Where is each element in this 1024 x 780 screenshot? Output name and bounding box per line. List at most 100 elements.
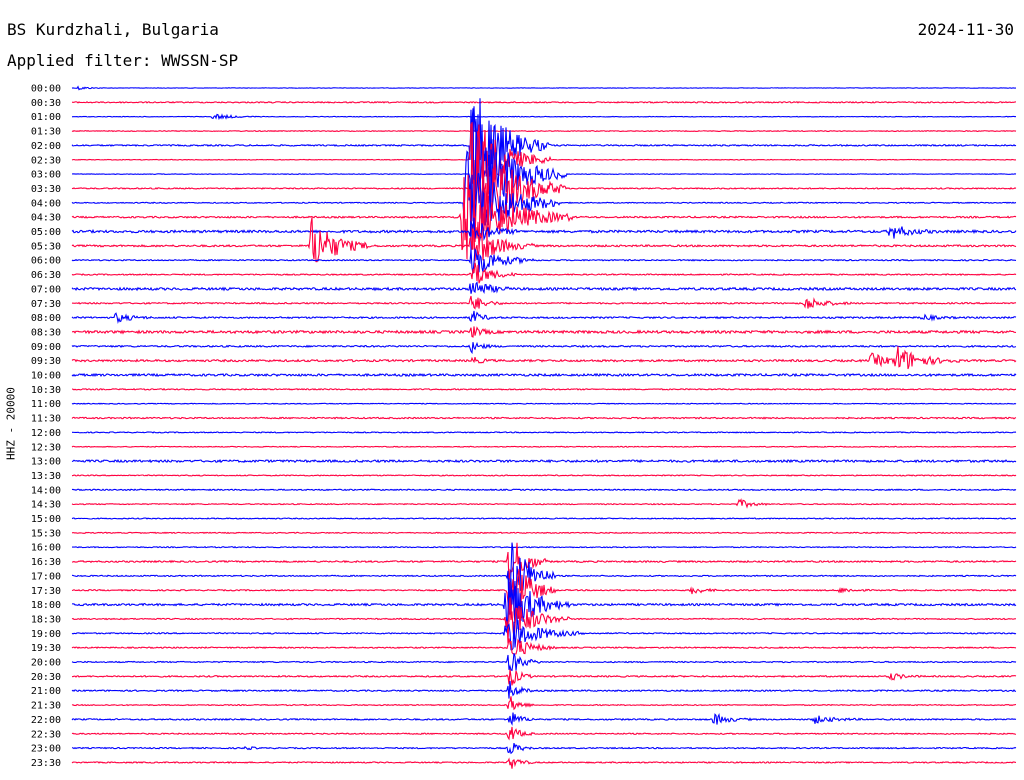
trace-line bbox=[71, 757, 1017, 769]
time-tick-label: 09:00 bbox=[31, 342, 61, 353]
trace-line bbox=[71, 445, 1017, 448]
time-tick-label: 12:00 bbox=[31, 428, 61, 439]
trace-line bbox=[71, 346, 1017, 370]
time-tick-label: 10:00 bbox=[31, 371, 61, 382]
time-tick-label: 15:30 bbox=[31, 528, 61, 539]
trace-line bbox=[71, 620, 1017, 651]
trace-line bbox=[71, 130, 1017, 133]
time-tick-label: 23:30 bbox=[31, 758, 61, 769]
time-tick-label: 22:30 bbox=[31, 729, 61, 740]
trace-line bbox=[71, 416, 1017, 420]
time-tick-label: 15:00 bbox=[31, 514, 61, 525]
trace-line bbox=[71, 696, 1017, 711]
trace-line bbox=[71, 387, 1017, 391]
time-tick-label: 01:00 bbox=[31, 112, 61, 123]
trace-line bbox=[71, 517, 1017, 520]
trace-line bbox=[71, 498, 1017, 509]
time-tick-label: 22:00 bbox=[31, 715, 61, 726]
trace-line bbox=[71, 681, 1017, 699]
trace-line bbox=[71, 341, 1017, 355]
time-tick-label: 04:30 bbox=[31, 213, 61, 224]
time-tick-label: 20:30 bbox=[31, 672, 61, 683]
trace-line bbox=[71, 669, 1017, 686]
time-tick-label: 20:00 bbox=[31, 658, 61, 669]
trace-line bbox=[71, 372, 1017, 378]
trace-line bbox=[71, 712, 1017, 726]
trace-line bbox=[71, 281, 1017, 294]
trace-line bbox=[71, 113, 1017, 121]
trace-line bbox=[71, 531, 1017, 535]
date-label: 2024-11-30 bbox=[917, 20, 1014, 39]
trace-line bbox=[71, 100, 1017, 104]
trace-line bbox=[71, 247, 1017, 274]
time-tick-label: 02:30 bbox=[31, 155, 61, 166]
time-tick-label: 13:00 bbox=[31, 457, 61, 468]
trace-line bbox=[71, 545, 1017, 549]
time-tick-label: 05:00 bbox=[31, 227, 61, 238]
time-tick-label: 18:00 bbox=[31, 600, 61, 611]
time-tick-label: 16:30 bbox=[31, 557, 61, 568]
trace-line bbox=[71, 118, 1017, 204]
trace-line bbox=[71, 108, 1017, 217]
time-tick-label: 17:30 bbox=[31, 586, 61, 597]
time-tick-label: 18:30 bbox=[31, 614, 61, 625]
time-tick-label: 16:00 bbox=[31, 543, 61, 554]
trace-line bbox=[71, 597, 1017, 644]
trace-line bbox=[71, 474, 1017, 477]
time-tick-label: 13:30 bbox=[31, 471, 61, 482]
time-tick-label: 07:30 bbox=[31, 299, 61, 310]
time-tick-label: 04:00 bbox=[31, 198, 61, 209]
trace-line bbox=[71, 488, 1017, 492]
time-tick-label: 06:30 bbox=[31, 270, 61, 281]
trace-line bbox=[71, 122, 1017, 240]
trace-line bbox=[71, 217, 1017, 242]
time-tick-label: 21:00 bbox=[31, 686, 61, 697]
time-tick-label: 00:30 bbox=[31, 98, 61, 109]
time-tick-label: 02:00 bbox=[31, 141, 61, 152]
time-tick-label: 23:00 bbox=[31, 744, 61, 755]
trace-line bbox=[71, 295, 1017, 310]
trace-line bbox=[71, 458, 1017, 464]
trace-line bbox=[71, 431, 1017, 434]
time-tick-label: 14:30 bbox=[31, 500, 61, 511]
trace-line bbox=[71, 568, 1017, 623]
time-tick-label: 09:30 bbox=[31, 356, 61, 367]
time-tick-label: 00:00 bbox=[31, 84, 61, 95]
trace-line bbox=[71, 402, 1017, 405]
time-tick-label: 14:00 bbox=[31, 485, 61, 496]
filter-label: Applied filter: WWSSN-SP bbox=[7, 51, 239, 70]
trace-line bbox=[71, 85, 1017, 91]
time-tick-label: 19:00 bbox=[31, 629, 61, 640]
time-tick-label: 11:00 bbox=[31, 399, 61, 410]
time-tick-label: 03:00 bbox=[31, 170, 61, 181]
trace-line bbox=[71, 150, 1017, 252]
time-tick-label: 03:30 bbox=[31, 184, 61, 195]
time-tick-label: 06:00 bbox=[31, 256, 61, 267]
time-tick-label: 21:30 bbox=[31, 701, 61, 712]
trace-line bbox=[71, 542, 1017, 584]
trace-line bbox=[71, 742, 1017, 755]
time-tick-label: 12:30 bbox=[31, 442, 61, 453]
time-tick-label: 17:00 bbox=[31, 571, 61, 582]
time-tick-label: 07:00 bbox=[31, 284, 61, 295]
trace-line bbox=[71, 653, 1017, 672]
trace-line bbox=[71, 638, 1017, 655]
trace-line bbox=[71, 217, 1017, 263]
time-tick-label: 08:30 bbox=[31, 327, 61, 338]
trace-line bbox=[71, 326, 1017, 338]
time-tick-label: 19:30 bbox=[31, 643, 61, 654]
time-tick-label: 11:30 bbox=[31, 414, 61, 425]
time-tick-label: 08:00 bbox=[31, 313, 61, 324]
trace-line bbox=[71, 542, 1017, 614]
trace-line bbox=[71, 726, 1017, 741]
trace-line bbox=[71, 310, 1017, 324]
time-tick-label: 10:30 bbox=[31, 385, 61, 396]
trace-line bbox=[71, 262, 1017, 284]
trace-line bbox=[71, 578, 1017, 634]
trace-line bbox=[71, 98, 1017, 185]
trace-line bbox=[71, 174, 1017, 260]
time-tick-label: 05:30 bbox=[31, 241, 61, 252]
time-tick-label: 01:30 bbox=[31, 127, 61, 138]
station-title: BS Kurdzhali, Bulgaria bbox=[7, 20, 219, 39]
